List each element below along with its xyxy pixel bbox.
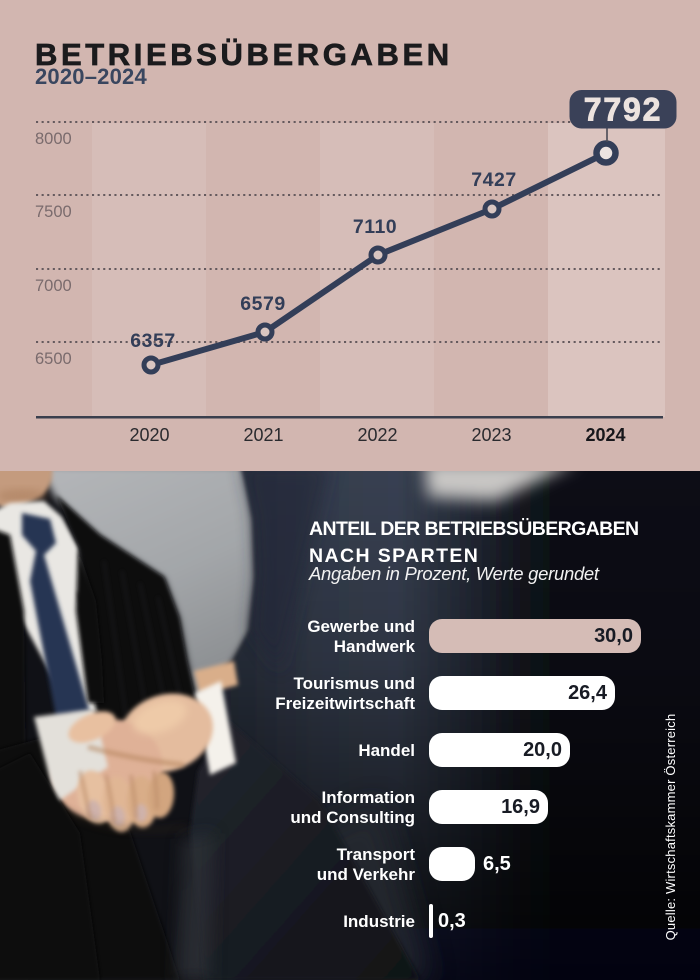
svg-text:7427: 7427 [471, 169, 516, 191]
svg-text:2022: 2022 [357, 425, 397, 445]
svg-text:7792: 7792 [584, 92, 662, 128]
svg-text:6357: 6357 [130, 330, 175, 352]
svg-text:2020: 2020 [129, 425, 169, 445]
svg-text:7110: 7110 [353, 216, 397, 238]
svg-text:2021: 2021 [243, 425, 283, 445]
svg-text:2023: 2023 [471, 425, 511, 445]
svg-text:2024: 2024 [585, 425, 625, 445]
svg-text:6579: 6579 [240, 293, 285, 315]
svg-text:7500: 7500 [35, 203, 72, 221]
svg-text:8000: 8000 [35, 130, 72, 148]
svg-text:7000: 7000 [35, 277, 72, 295]
svg-text:6500: 6500 [35, 350, 72, 368]
